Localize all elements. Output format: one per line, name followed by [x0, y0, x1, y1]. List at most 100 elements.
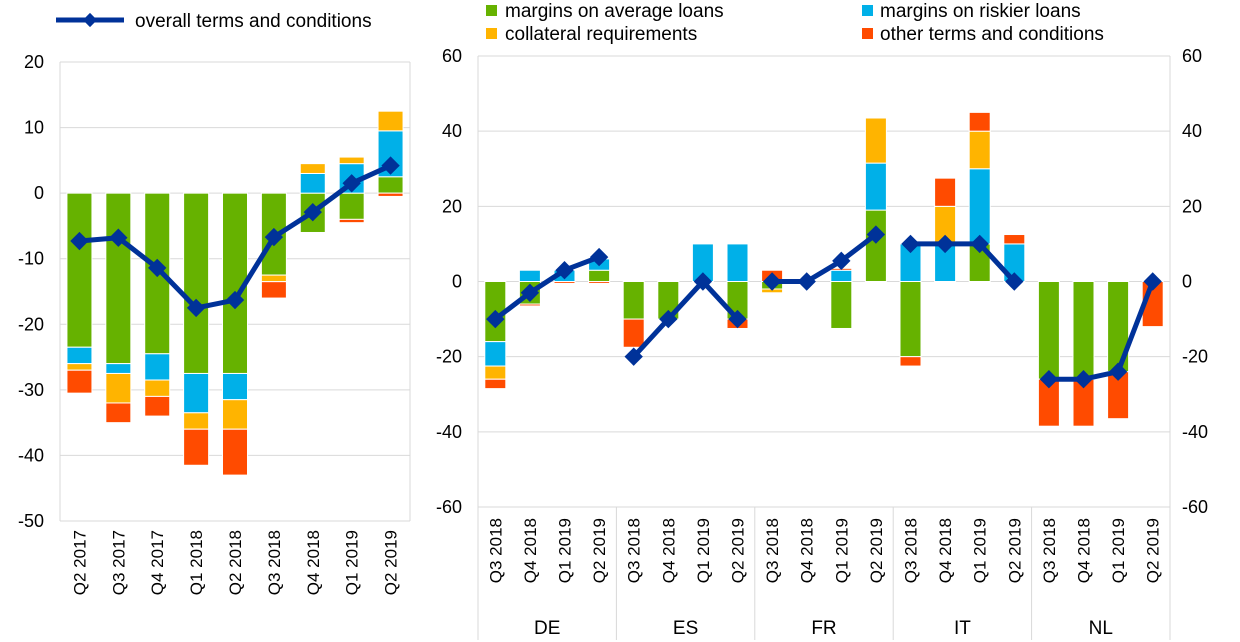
left-x-tick: Q2 2019 [382, 530, 401, 595]
right-y-tick: -20 [436, 347, 462, 367]
right-overall-point [624, 347, 643, 366]
right-bar-nl-margins_avg [1037, 281, 1060, 380]
right-overall-point [1039, 370, 1059, 389]
left-bar-other [222, 428, 248, 476]
left-x-tick: Q2 2017 [70, 530, 89, 595]
left-bar-collateral [66, 363, 93, 371]
right-bar-it-collateral [968, 130, 991, 170]
group-label-it: IT [954, 618, 971, 639]
left-y-tick: -50 [18, 511, 44, 531]
group-label-nl: NL [1089, 618, 1113, 639]
right-overall-point [1074, 370, 1093, 389]
legend-right: margins on average loans collateral requ… [486, 1, 1104, 45]
right-x-tick: Q4 2018 [521, 518, 540, 583]
right-secondary-y-tick: -20 [1182, 347, 1208, 367]
right-bar-nl-margins_avg [1072, 281, 1095, 380]
left-y-tick: -30 [18, 380, 44, 400]
left-y-tick: -10 [18, 249, 44, 269]
right-bar-es-other [622, 318, 645, 348]
right-x-tick: Q4 2018 [798, 518, 817, 583]
right-overall-point [1005, 272, 1024, 291]
right-bar-de-other [588, 281, 611, 284]
left-bar-collateral [299, 163, 326, 174]
right-bar-it-other [899, 356, 922, 367]
left-x-tick: Q3 2017 [109, 530, 128, 595]
right-x-tick: Q1 2019 [832, 518, 851, 583]
right-bar-it-other [968, 111, 991, 132]
left-y-tick: 20 [24, 52, 44, 72]
left-overall-point [186, 298, 206, 318]
left-bar-collateral [260, 274, 287, 283]
right-overall-point [762, 272, 782, 291]
left-plot: 20 10 0 -10 -20 -30 -40 -50 Q2 2017 Q3 2017 Q4 201… [18, 52, 411, 595]
left-x-tick: Q4 2017 [148, 530, 167, 595]
left-x-tick: Q2 2018 [226, 530, 245, 595]
left-bar-collateral [377, 110, 404, 132]
left-bar-collateral [144, 379, 171, 397]
left-bar-margins_avg [338, 192, 365, 220]
right-x-tick: Q3 2018 [1040, 518, 1059, 583]
left-bar-other [260, 281, 287, 299]
right-overall-point [486, 309, 505, 329]
legend-margins-risky-swatch [862, 5, 873, 16]
right-overall-point [1143, 272, 1162, 291]
left-bar-collateral [222, 399, 248, 430]
left-y-tick: -20 [18, 314, 44, 334]
left-bar-margins_avg [377, 176, 404, 194]
legend-margins-avg-swatch [486, 5, 497, 16]
right-y-tick: 60 [442, 46, 462, 66]
left-y-tick: 0 [34, 183, 44, 203]
left-bar-margins_risky [66, 346, 93, 365]
legend-collateral-swatch [486, 28, 497, 39]
right-y-tick: 20 [442, 196, 462, 216]
right-bar-it-other [934, 177, 957, 207]
left-bar-collateral [338, 156, 365, 165]
right-x-tick: Q1 2019 [556, 518, 575, 583]
right-bar-de-other [518, 303, 541, 307]
legend-overall-marker [82, 12, 98, 28]
right-x-tick: Q2 2019 [867, 518, 886, 583]
right-overall-point [589, 247, 609, 267]
right-bar-de-other [484, 378, 507, 390]
right-x-tick: Q1 2019 [1109, 518, 1128, 583]
left-bar-margins_avg [66, 192, 93, 348]
left-bar-other [183, 428, 210, 466]
right-x-tick: Q1 2019 [971, 518, 990, 583]
right-x-tick: Q1 2019 [694, 518, 713, 583]
right-bar-fr-margins_risky [830, 269, 853, 283]
left-x-tick: Q4 2018 [304, 530, 323, 595]
left-bar-margins_risky [222, 372, 248, 401]
right-bar-fr-margins_avg [830, 281, 853, 329]
right-bar-de-collateral [484, 365, 507, 380]
right-overall-line-es [631, 279, 740, 359]
right-overall-point [728, 309, 747, 329]
left-overall-point [148, 258, 167, 278]
right-y-tick: -60 [436, 497, 462, 517]
right-overall-line-fr [772, 232, 878, 284]
right-x-tick: Q4 2018 [936, 518, 955, 583]
right-y-tick: 0 [452, 272, 462, 292]
right-overall-line-it [910, 241, 1017, 284]
right-bar-it-margins_avg [899, 281, 922, 358]
right-bar-de-margins_risky [484, 341, 507, 367]
right-bar-fr-margins_risky [864, 162, 887, 211]
right-bar-de-other [553, 281, 576, 284]
left-bar-other [144, 395, 171, 417]
left-bar-margins_risky [183, 372, 210, 414]
left-bar-margins_avg [105, 192, 132, 365]
left-overall-point [264, 227, 284, 247]
left-x-tick: Q1 2018 [187, 530, 206, 595]
right-x-tick: Q3 2018 [486, 518, 505, 583]
right-x-tick: Q2 2019 [1144, 518, 1163, 583]
right-x-tick: Q4 2018 [659, 518, 678, 583]
left-bar-collateral [105, 372, 132, 404]
right-overall-point [659, 309, 678, 329]
legend-other-label: other terms and conditions [880, 24, 1104, 45]
right-bar-fr-margins_avg [864, 209, 887, 282]
left-overall-point [109, 228, 128, 247]
right-x-tick: Q2 2019 [590, 518, 609, 583]
right-bar-fr-collateral [864, 117, 887, 164]
left-overall-point [342, 174, 361, 193]
left-overall-point [381, 156, 400, 175]
left-x-tick: Q3 2018 [265, 530, 284, 595]
